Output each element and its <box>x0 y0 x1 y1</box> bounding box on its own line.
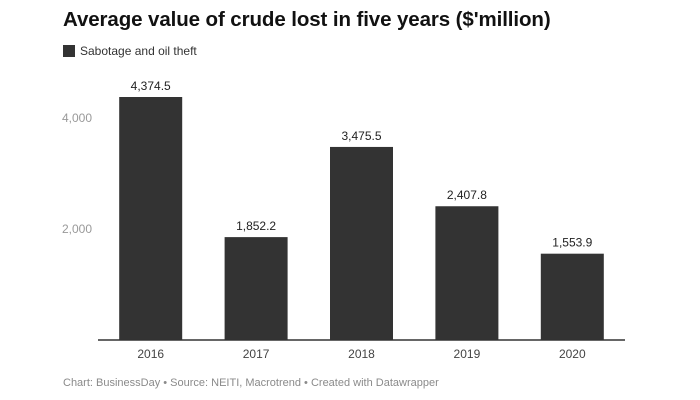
y-tick-label: 2,000 <box>62 222 92 236</box>
x-tick-label: 2017 <box>243 347 270 361</box>
x-tick-label: 2016 <box>137 347 164 361</box>
legend: Sabotage and oil theft <box>63 44 197 58</box>
bar <box>119 97 183 340</box>
x-tick-label: 2020 <box>559 347 586 361</box>
x-tick-label: 2018 <box>348 347 375 361</box>
bar-value-label: 4,374.5 <box>131 79 171 93</box>
legend-label: Sabotage and oil theft <box>80 44 197 58</box>
bar <box>224 237 288 340</box>
y-tick-label: 4,000 <box>62 111 92 125</box>
bar <box>540 253 604 340</box>
legend-swatch <box>63 45 75 57</box>
chart-footer: Chart: BusinessDay • Source: NEITI, Macr… <box>63 377 439 389</box>
bar <box>330 146 393 340</box>
chart-title: Average value of crude lost in five year… <box>63 8 551 31</box>
bar-value-label: 1,553.9 <box>552 236 592 250</box>
x-tick-label: 2019 <box>454 347 481 361</box>
bar-value-label: 1,852.2 <box>236 219 276 233</box>
bar-value-label: 2,407.8 <box>447 188 487 202</box>
bar-value-label: 3,475.5 <box>341 129 381 143</box>
bar <box>435 206 499 340</box>
